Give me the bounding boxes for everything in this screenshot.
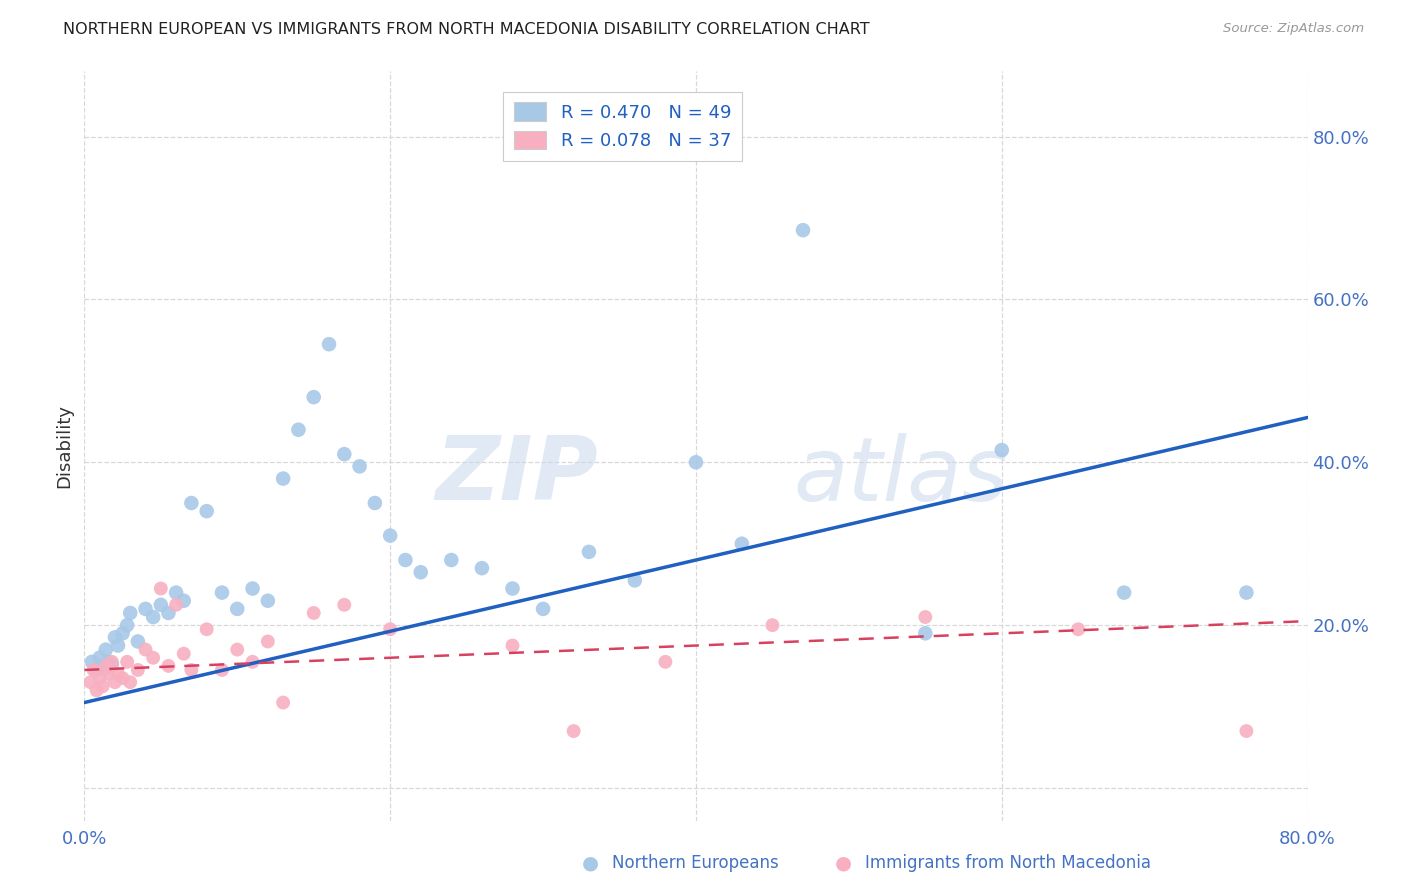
Point xyxy=(149,582,172,596)
Point xyxy=(157,659,180,673)
Point xyxy=(91,679,114,693)
Point xyxy=(104,631,127,645)
Point xyxy=(111,626,134,640)
Point xyxy=(104,675,127,690)
Point xyxy=(101,655,124,669)
Point xyxy=(142,650,165,665)
Point xyxy=(914,626,936,640)
Point xyxy=(127,663,149,677)
Point xyxy=(115,655,138,669)
Point xyxy=(302,390,325,404)
Point xyxy=(127,634,149,648)
Point xyxy=(380,622,402,636)
Point xyxy=(654,655,676,669)
Y-axis label: Disability: Disability xyxy=(55,404,73,488)
Point xyxy=(120,675,142,690)
Point xyxy=(333,598,356,612)
Point xyxy=(1236,724,1258,739)
Point xyxy=(761,618,783,632)
Point xyxy=(991,443,1014,458)
Point xyxy=(1114,585,1136,599)
Point xyxy=(792,223,814,237)
Point xyxy=(97,667,120,681)
Point xyxy=(120,606,142,620)
Point xyxy=(226,602,249,616)
Point xyxy=(111,671,134,685)
Point xyxy=(364,496,387,510)
Point xyxy=(135,642,157,657)
Point xyxy=(83,663,105,677)
Point xyxy=(1236,585,1258,599)
Point xyxy=(165,598,187,612)
Point xyxy=(409,566,432,580)
Text: Immigrants from North Macedonia: Immigrants from North Macedonia xyxy=(865,855,1150,872)
Point xyxy=(914,610,936,624)
Point xyxy=(94,659,117,673)
Text: Northern Europeans: Northern Europeans xyxy=(612,855,779,872)
Text: ●: ● xyxy=(835,854,852,873)
Point xyxy=(96,660,118,674)
Point xyxy=(380,528,402,542)
Point xyxy=(173,593,195,607)
Point xyxy=(211,663,233,677)
Text: ZIP: ZIP xyxy=(436,433,598,519)
Point xyxy=(226,642,249,657)
Point xyxy=(180,496,202,510)
Point xyxy=(107,639,129,653)
Text: NORTHERN EUROPEAN VS IMMIGRANTS FROM NORTH MACEDONIA DISABILITY CORRELATION CHAR: NORTHERN EUROPEAN VS IMMIGRANTS FROM NOR… xyxy=(63,22,870,37)
Point xyxy=(242,582,264,596)
Point xyxy=(731,537,754,551)
Legend: R = 0.470   N = 49, R = 0.078   N = 37: R = 0.470 N = 49, R = 0.078 N = 37 xyxy=(503,92,742,161)
Point xyxy=(195,504,218,518)
Point xyxy=(394,553,416,567)
Point xyxy=(97,655,120,669)
Point xyxy=(86,663,108,677)
Point xyxy=(180,663,202,677)
Point xyxy=(80,655,103,669)
Point xyxy=(91,659,114,673)
Point xyxy=(157,606,180,620)
Point xyxy=(94,642,117,657)
Text: ●: ● xyxy=(582,854,599,873)
Point xyxy=(333,447,356,461)
Point xyxy=(578,545,600,559)
Point xyxy=(195,622,218,636)
Text: atlas: atlas xyxy=(794,433,1008,519)
Point xyxy=(257,634,280,648)
Point xyxy=(257,593,280,607)
Point xyxy=(287,423,309,437)
Point xyxy=(165,585,187,599)
Point xyxy=(79,675,101,690)
Point xyxy=(531,602,554,616)
Point xyxy=(349,459,371,474)
Point xyxy=(89,671,111,685)
Point xyxy=(271,696,294,710)
Text: Source: ZipAtlas.com: Source: ZipAtlas.com xyxy=(1223,22,1364,36)
Point xyxy=(115,618,138,632)
Point xyxy=(211,585,233,599)
Point xyxy=(471,561,494,575)
Point xyxy=(302,606,325,620)
Point xyxy=(242,655,264,669)
Point xyxy=(440,553,463,567)
Point xyxy=(1067,622,1090,636)
Point xyxy=(502,582,524,596)
Point xyxy=(173,647,195,661)
Point xyxy=(86,683,108,698)
Point xyxy=(135,602,157,616)
Point xyxy=(271,472,294,486)
Point xyxy=(142,610,165,624)
Point xyxy=(101,657,124,672)
Point xyxy=(562,724,585,739)
Point xyxy=(685,455,707,469)
Point xyxy=(318,337,340,351)
Point xyxy=(89,650,111,665)
Point xyxy=(624,574,647,588)
Point xyxy=(149,598,172,612)
Point xyxy=(107,667,129,681)
Point xyxy=(502,639,524,653)
